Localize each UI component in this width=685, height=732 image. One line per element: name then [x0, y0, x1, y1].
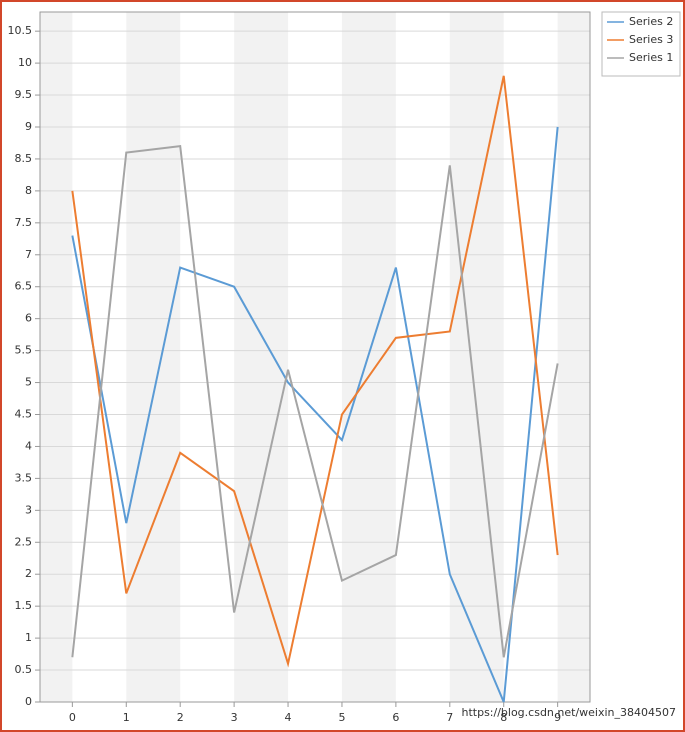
strip [234, 12, 289, 702]
strip [557, 12, 590, 702]
watermark: https://blog.csdn.net/weixin_38404507 [461, 706, 676, 719]
y-tick-label: 8 [25, 184, 32, 197]
y-tick-label: 0.5 [15, 663, 33, 676]
y-tick-label: 2 [25, 567, 32, 580]
x-tick-label: 5 [338, 711, 345, 724]
y-tick-label: 10 [18, 56, 32, 69]
x-tick-label: 8 [500, 711, 507, 724]
x-tick-label: 3 [231, 711, 238, 724]
y-tick-label: 3.5 [15, 471, 33, 484]
y-tick-label: 7 [25, 248, 32, 261]
y-tick-label: 3 [25, 503, 32, 516]
strip [40, 12, 73, 702]
y-tick-label: 0 [25, 695, 32, 708]
legend-label: Series 2 [629, 15, 673, 28]
x-tick-label: 0 [69, 711, 76, 724]
y-tick-label: 10.5 [8, 24, 33, 37]
x-tick-label: 7 [446, 711, 453, 724]
y-tick-label: 1 [25, 631, 32, 644]
y-tick-label: 5 [25, 376, 32, 389]
series-line [71, 126, 559, 703]
legend-label: Series 1 [629, 51, 673, 64]
y-tick-label: 8.5 [15, 152, 33, 165]
x-tick-label: 9 [554, 711, 561, 724]
series-line [71, 75, 559, 668]
y-tick-label: 9.5 [15, 88, 33, 101]
x-tick-label: 6 [392, 711, 399, 724]
plot-frame [39, 11, 591, 703]
x-tick-label: 1 [123, 711, 130, 724]
y-tick-label: 4 [25, 439, 32, 452]
x-tick-label: 4 [285, 711, 292, 724]
y-tick-label: 4.5 [15, 408, 33, 421]
x-tick-label: 2 [177, 711, 184, 724]
y-tick-label: 2.5 [15, 535, 33, 548]
y-tick-label: 7.5 [15, 216, 33, 229]
y-tick-label: 1.5 [15, 599, 33, 612]
y-tick-label: 9 [25, 120, 32, 133]
series-line [71, 145, 559, 658]
y-tick-label: 6.5 [15, 280, 33, 293]
strip [126, 12, 181, 702]
legend-label: Series 3 [629, 33, 673, 46]
y-tick-label: 5.5 [15, 344, 33, 357]
y-tick-label: 6 [25, 312, 32, 325]
